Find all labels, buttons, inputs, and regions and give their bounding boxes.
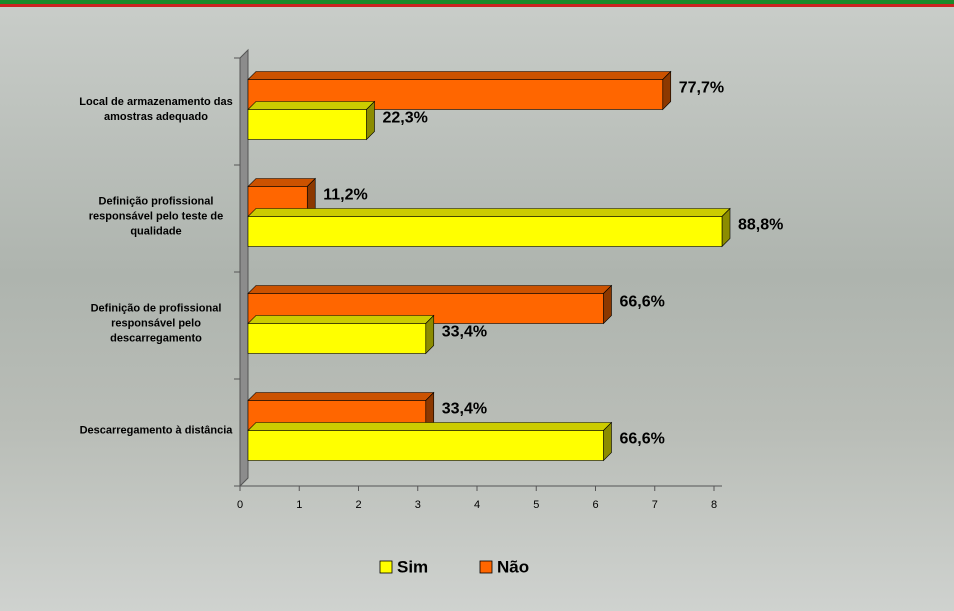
x-tick-label: 5 [533, 499, 539, 511]
data-label: 11,2% [323, 187, 367, 204]
y-tick-label: Descarregamento à distância [71, 423, 241, 438]
legend-label: Não [497, 557, 529, 576]
x-tick-label: 1 [296, 499, 302, 511]
data-label: 22,3% [383, 110, 428, 127]
top-band [0, 0, 954, 4]
data-label: 33,4% [442, 401, 487, 418]
y-tick-label: Definição de profissional responsável pe… [71, 301, 241, 346]
bar-top [248, 286, 612, 294]
bar [248, 217, 722, 247]
bar-top [248, 179, 315, 187]
bar-top [248, 423, 612, 431]
x-tick-label: 0 [237, 499, 243, 511]
x-tick-label: 2 [355, 499, 361, 511]
slide: 0 1 2 3 4 5 6 7 8 77,7% 22,3% 11,2% 88,8% 66,6% 33,4% 3… [0, 0, 954, 611]
bar [248, 431, 604, 461]
y-tick-label: Local de armazenamento das amostras adeq… [71, 95, 241, 125]
y-tick-label: Definição profissional responsável pelo … [71, 194, 241, 239]
bar [248, 324, 426, 354]
legend-swatch [380, 561, 392, 573]
x-tick-label: 3 [415, 499, 421, 511]
data-label: 88,8% [738, 217, 783, 234]
x-tick-label: 7 [652, 499, 658, 511]
legend-label: Sim [397, 557, 428, 576]
bar-top [248, 316, 434, 324]
bar [248, 110, 367, 140]
data-label: 77,7% [679, 80, 724, 97]
data-label: 33,4% [442, 324, 487, 341]
bar-top [248, 72, 671, 80]
x-tick-label: 6 [592, 499, 598, 511]
axis-wall [240, 50, 248, 486]
legend-swatch [480, 561, 492, 573]
bar-top [248, 102, 375, 110]
data-label: 66,6% [620, 294, 665, 311]
x-tick-label: 4 [474, 499, 480, 511]
top-stripe [0, 4, 954, 7]
bar-top [248, 209, 730, 217]
bar-top [248, 393, 434, 401]
x-tick-label: 8 [711, 499, 717, 511]
data-label: 66,6% [620, 431, 665, 448]
